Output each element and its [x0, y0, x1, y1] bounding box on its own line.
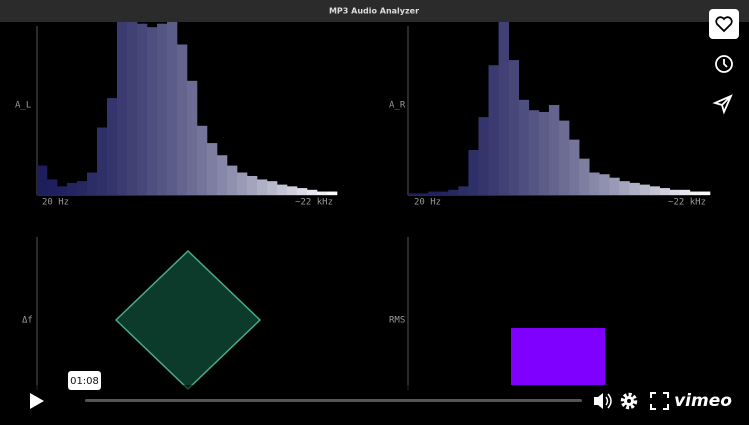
spectrum-bar — [699, 191, 711, 195]
rms-box — [511, 328, 605, 385]
spectrum-bar — [187, 80, 198, 195]
spectrum-bar — [689, 191, 701, 195]
spectrum-bar — [468, 150, 479, 195]
spectrum-bar — [127, 22, 138, 195]
title-bar — [0, 0, 749, 22]
spectrum-bar — [257, 179, 268, 195]
panel-label: A_L — [15, 101, 31, 111]
panel-label: RMS — [389, 316, 405, 326]
spectrum-bar — [438, 191, 449, 195]
like-button[interactable] — [709, 9, 739, 39]
spectrum-bar — [548, 105, 560, 195]
spectrum-bar — [629, 182, 640, 195]
spectrum-bar — [297, 188, 308, 195]
share-button[interactable] — [712, 94, 733, 115]
spectrum-bar — [679, 189, 691, 195]
spectrum-bar — [579, 158, 590, 195]
spectrum-bar — [167, 22, 178, 195]
spectrum-bar — [277, 184, 288, 195]
spectrum-bar — [518, 99, 530, 195]
spectrum-bar — [157, 23, 168, 196]
spectrum-bar — [137, 23, 148, 196]
spectrum-bar — [559, 120, 570, 195]
spectrum-bar — [538, 111, 550, 195]
spectrum-bar — [227, 165, 238, 195]
play-button[interactable] — [30, 393, 44, 409]
spectrum-bar — [639, 184, 650, 195]
settings-button[interactable] — [620, 392, 638, 410]
time-tooltip — [68, 371, 101, 390]
spectrum-bar — [589, 172, 600, 195]
window-title: MP3 Audio Analyzer — [329, 7, 419, 16]
spectrum-bar — [267, 181, 278, 195]
spectrum-bar — [77, 181, 88, 195]
spectrum-bar — [458, 186, 469, 195]
brand-logo[interactable]: vimeo — [674, 391, 732, 411]
axis-end-label: ~22 kHz — [295, 198, 333, 208]
spectrum-bar — [478, 117, 489, 195]
spectrum-bar — [197, 125, 208, 195]
spectrum-bar — [649, 186, 660, 195]
spectrum-bar — [217, 155, 228, 195]
spectrum-bar — [498, 22, 509, 195]
spectrum-bar — [659, 188, 671, 195]
spectrum-bar — [177, 44, 188, 195]
spectrum-bar — [207, 143, 218, 195]
spectrum-bar — [67, 182, 78, 195]
spectrum-bar — [47, 179, 58, 195]
volume-button[interactable] — [594, 393, 612, 409]
spectrum-bar — [619, 181, 630, 195]
phase-diamond — [114, 249, 262, 391]
spectrum-bar — [327, 191, 338, 195]
spectrum-bar — [87, 172, 98, 195]
controls-bg — [0, 385, 749, 425]
spectrum-bar — [428, 191, 439, 195]
fullscreen-button[interactable] — [650, 392, 669, 410]
spectrum-bar — [107, 98, 118, 195]
spectrum-bar — [599, 174, 610, 195]
spectrum-bar — [669, 189, 681, 195]
spectrum-bar — [448, 189, 459, 195]
spectrum-bar — [307, 189, 318, 195]
axis-start-label: 20 Hz — [414, 198, 441, 208]
spectrum-bar — [528, 110, 540, 195]
progress-bar[interactable] — [85, 399, 582, 402]
spectrum-bar — [569, 139, 580, 195]
spectrum-bar — [117, 22, 128, 195]
spectrum-bar — [488, 65, 499, 195]
spectrum-bar — [237, 172, 248, 195]
spectrum-bar — [147, 27, 158, 195]
spectrum-bar — [247, 175, 258, 195]
spectrum-bar — [287, 186, 298, 195]
spectrum-bar — [418, 193, 429, 195]
spectrum-bar — [317, 191, 328, 195]
spectrum-bar — [97, 127, 108, 195]
heart-icon — [715, 16, 733, 33]
spectrum-bar — [609, 177, 620, 195]
time-tooltip-text: 01:08 — [70, 376, 99, 387]
spectrum-bar — [37, 165, 48, 195]
spectrum-bar — [57, 186, 68, 195]
axis-end-label: ~22 kHz — [668, 198, 706, 208]
axis-start-label: 20 Hz — [42, 198, 69, 208]
watch-later-button[interactable] — [715, 55, 733, 73]
panel-label: A_R — [389, 101, 406, 111]
spectrum-bar — [508, 60, 520, 196]
panel-label: Δf — [22, 316, 33, 326]
spectrum-bar — [408, 193, 419, 195]
